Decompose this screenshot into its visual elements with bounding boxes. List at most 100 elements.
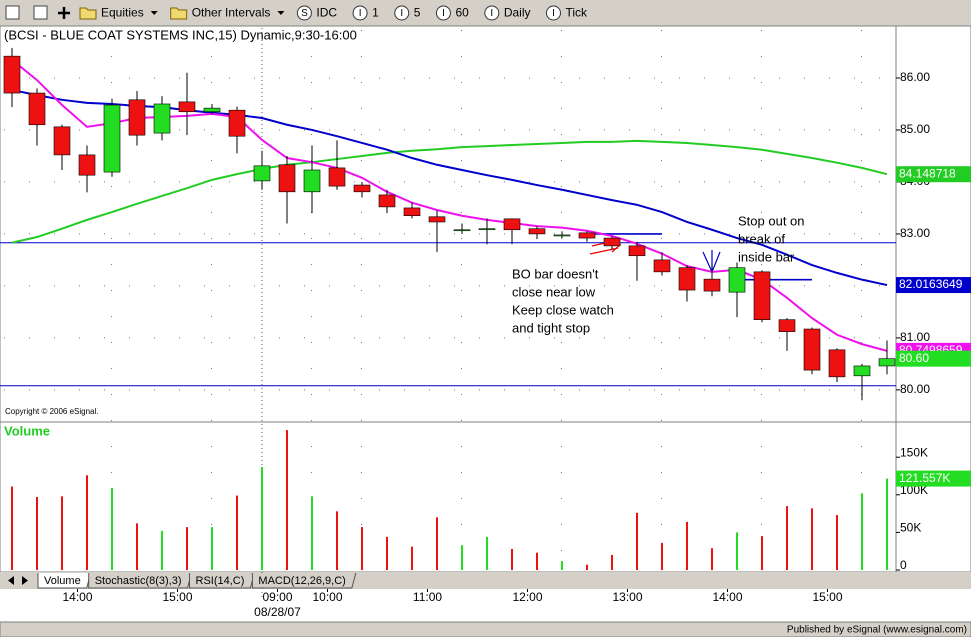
annotation: break of <box>738 231 785 246</box>
x-tick-label: 14:00 <box>62 590 92 604</box>
candle-body <box>78 154 96 176</box>
annotation: inside bar <box>738 249 795 264</box>
x-tick-label: 15:00 <box>812 590 842 604</box>
candle-body <box>828 349 846 378</box>
candle-body <box>328 167 346 187</box>
volume-tick-label: 150K <box>900 445 928 459</box>
toolbar-icon[interactable] <box>352 5 368 21</box>
toolbar-button[interactable]: Daily <box>504 6 531 20</box>
annotation: and tight stop <box>512 320 590 335</box>
tab[interactable]: Volume <box>44 575 81 587</box>
x-tick-label: 12:00 <box>512 590 542 604</box>
dropdown-arrow <box>277 11 285 15</box>
volume-tick-label: 50K <box>900 521 921 535</box>
candle-body <box>853 365 871 377</box>
last-value-label: 80.60 <box>899 351 929 365</box>
annotation: Keep close watch <box>512 302 614 317</box>
toolbar-icon-letter: I <box>359 8 362 19</box>
x-tick-label: 09:00 <box>262 590 292 604</box>
candle-body <box>3 55 21 94</box>
toolbar-icon[interactable] <box>5 5 20 20</box>
last-value-label: 82.0163649 <box>899 277 963 291</box>
folder-icon <box>170 7 188 20</box>
status-bar <box>0 621 971 637</box>
candle-body <box>128 99 146 136</box>
last-value-box <box>896 350 971 367</box>
date-label: 08/28/07 <box>254 605 301 619</box>
candle-body <box>153 103 171 134</box>
volume-axis <box>895 421 971 573</box>
candle-body <box>628 245 646 257</box>
tab[interactable]: Stochastic(8(3),3) <box>95 575 182 587</box>
candle-body <box>453 229 471 232</box>
x-tick-label: 15:00 <box>162 590 192 604</box>
moving-average <box>11 139 888 244</box>
candle-body <box>378 194 396 208</box>
candle-body <box>703 278 721 292</box>
candle-body <box>428 216 446 223</box>
x-tick-label: 11:00 <box>413 590 442 604</box>
toolbar-icon[interactable] <box>545 5 561 21</box>
candle-body <box>878 358 896 367</box>
annotation: Stop out on <box>738 213 805 228</box>
candle-body <box>353 184 371 193</box>
toolbar-icon[interactable] <box>484 5 500 21</box>
toolbar-button[interactable]: 5 <box>414 6 421 20</box>
candle-body <box>778 319 796 332</box>
toolbar-icon[interactable] <box>33 5 48 20</box>
x-tick-label: 14:00 <box>712 590 742 604</box>
tab[interactable]: MACD(12,26,9,C) <box>258 575 345 587</box>
toolbar-icon-letter: I <box>490 8 493 19</box>
x-tick-label: 10:00 <box>312 590 342 604</box>
tab[interactable]: RSI(14,C) <box>196 575 245 587</box>
toolbar-button[interactable]: 60 <box>455 6 469 20</box>
status-text: Published by eSignal (www.esignal.com) <box>787 625 967 636</box>
candle-body <box>803 328 821 371</box>
copyright: Copyright © 2006 eSignal. <box>5 407 99 416</box>
toolbar-icon-letter: I <box>552 8 555 19</box>
y-tick-label: 86.00 <box>900 70 930 84</box>
candle-body <box>678 267 696 291</box>
toolbar-icon[interactable] <box>394 5 410 21</box>
last-value-box <box>896 166 971 183</box>
y-tick-label: 80.00 <box>900 382 930 396</box>
candle-body <box>578 232 596 239</box>
price-panel <box>0 25 897 423</box>
last-value-label: 121.557K <box>899 471 950 485</box>
candle-body <box>603 237 621 247</box>
candle-body <box>503 218 521 231</box>
volume-tick-label: 0 <box>900 558 907 572</box>
toolbar-icon-letter: I <box>442 8 445 19</box>
candle-body <box>228 109 246 137</box>
candle-body <box>553 234 571 237</box>
candle-body <box>528 228 546 235</box>
chart-title: (BCSI - BLUE COAT SYSTEMS INC,15) Dynami… <box>4 27 357 42</box>
toolbar-dropdown[interactable]: Equities <box>101 6 144 20</box>
toolbar-icon[interactable] <box>435 5 451 21</box>
tab-shape[interactable] <box>251 572 357 589</box>
candle-body <box>728 267 746 293</box>
y-tick-label: 85.00 <box>900 122 930 136</box>
last-value-label: 84.148718 <box>899 166 956 180</box>
toolbar-icon[interactable] <box>296 5 312 21</box>
toolbar-button[interactable]: IDC <box>316 6 337 20</box>
toolbar-icon[interactable] <box>58 7 70 19</box>
annotation: close near low <box>512 284 596 299</box>
volume-title: Volume <box>4 423 50 438</box>
candle-body <box>753 271 771 320</box>
dropdown-arrow <box>150 11 158 15</box>
candle-body <box>28 92 46 126</box>
toolbar-button[interactable]: Tick <box>565 6 588 20</box>
volume-panel <box>0 421 897 573</box>
folder-icon <box>79 7 97 20</box>
toolbar-icon-letter: S <box>301 8 308 19</box>
last-value-box <box>896 470 971 487</box>
toolbar-dropdown[interactable]: Other Intervals <box>192 6 271 20</box>
y-tick-label: 83.00 <box>900 226 930 240</box>
toolbar-button[interactable]: 1 <box>372 6 379 20</box>
candle-body <box>53 126 71 156</box>
toolbar-icon-letter: I <box>400 8 403 19</box>
tab-scroll[interactable] <box>8 576 28 585</box>
last-value-box <box>896 277 971 294</box>
